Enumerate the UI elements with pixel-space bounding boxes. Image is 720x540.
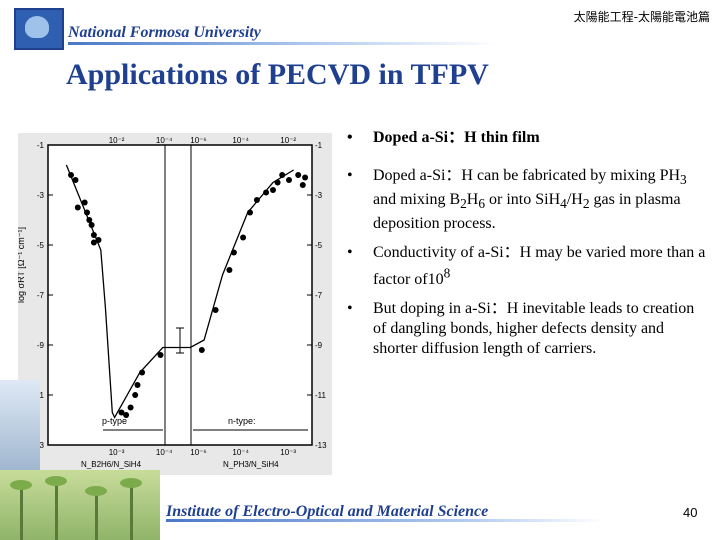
data-point [81, 199, 88, 206]
bottom-tick-label: 10⁻⁶ [190, 448, 206, 457]
y-tick-label-right: -9 [315, 341, 323, 350]
course-title: 太陽能工程-太陽能電池篇 [573, 10, 710, 24]
y-axis-label: log σRT [Ω⁻¹ cm⁻¹] [18, 227, 26, 303]
decorative-sidebar-graphic [0, 380, 40, 472]
fit-curve-path [65, 164, 294, 419]
logo-emblem [25, 16, 49, 38]
plot-frame [47, 144, 313, 446]
data-point [127, 404, 134, 411]
bullet-item-heading: • Doped a-Si：H thin film [347, 128, 707, 148]
data-point [247, 209, 253, 216]
data-point [230, 249, 237, 256]
data-point [88, 222, 95, 228]
page-number: 40 [683, 505, 698, 520]
data-point [295, 172, 302, 178]
data-point [253, 197, 260, 203]
data-point [84, 209, 90, 216]
bullet-text: Doped a-Si：H can be fabricated by mixing… [373, 167, 687, 233]
y-tick-label: -9 [37, 341, 45, 350]
bullet-item-fabrication: • Doped a-Si：H can be fabricated by mixin… [347, 166, 707, 234]
x-axis-label-left: N_B2H6/N_SiH4 [81, 460, 142, 469]
data-point [157, 352, 164, 358]
top-tick-labels: 10⁻² 10⁻⁴ 10⁻⁶ 10⁻⁴ 10⁻² [109, 136, 297, 145]
data-point [68, 172, 74, 178]
footer-divider [166, 519, 606, 522]
data-point [212, 307, 219, 313]
data-points [68, 172, 309, 418]
bullet-marker: • [347, 299, 353, 317]
bullet-text: Conductivity of a-Si：H may be varied mor… [373, 244, 706, 288]
top-tick-label: 10⁻⁶ [190, 136, 206, 145]
top-tick-label: 10⁻⁴ [232, 136, 249, 145]
slide-title: Applications of PECVD in TFPV [66, 58, 489, 91]
data-point [274, 179, 281, 186]
bullet-item-defects: • But doping in a-Si：H inevitable leads … [347, 299, 707, 359]
bottom-tick-label: 10⁻⁴ [232, 448, 249, 457]
y-tick-label-right: -3 [315, 191, 323, 200]
data-point [139, 369, 146, 376]
data-point [86, 217, 93, 223]
data-point [90, 239, 97, 246]
y-tick-label-right: -1 [315, 141, 323, 150]
data-point [118, 409, 125, 416]
y-tick-label-right: -5 [315, 241, 323, 250]
x-axis-label-right: N_PH3/N_SiH4 [223, 460, 279, 469]
data-point [72, 177, 79, 183]
bottom-tick-label: 10⁻³ [280, 448, 296, 457]
bullet-marker: • [347, 244, 353, 262]
bullet-item-conductivity: • Conductivity of a-Si：H may be varied mo… [347, 243, 707, 289]
institute-name: Institute of Electro-Optical and Materia… [166, 503, 489, 520]
y-tick-label-right: -7 [315, 291, 323, 300]
top-tick-label: 10⁻⁴ [156, 136, 173, 145]
data-point [90, 232, 97, 238]
bullet-text: Doped a-Si：H thin film [373, 129, 540, 146]
y-tick-label: -3 [37, 191, 45, 200]
top-tick-label: 10⁻² [280, 136, 296, 145]
figure-panel: log σRT [Ω⁻¹ cm⁻¹] -1 -1 -3 -3 -5 -5 -7 -7 -9 -9 -… [16, 133, 332, 475]
bullet-list: • Doped a-Si：H thin film • Doped a-Si：H ca… [347, 128, 707, 368]
data-point [302, 174, 309, 181]
bullet-marker: • [347, 167, 353, 184]
y-tick-label-right: -11 [315, 391, 327, 400]
y-tick-label: -7 [37, 291, 45, 300]
data-point [270, 187, 276, 193]
n-type-label: n-type: [228, 416, 256, 426]
data-point [240, 234, 247, 241]
y-tick-label-right: -13 [315, 441, 327, 450]
data-point [134, 382, 141, 388]
top-tick-label: 10⁻² [109, 136, 125, 145]
header-divider [68, 42, 498, 45]
university-logo [14, 8, 64, 50]
p-type-label: p-type [102, 416, 127, 426]
data-point [299, 182, 306, 188]
y-tick-label: -5 [37, 241, 45, 250]
data-point [286, 177, 292, 183]
data-point [263, 189, 270, 196]
data-point [132, 392, 139, 398]
bullet-marker: • [347, 129, 353, 146]
data-point [198, 347, 205, 353]
data-point [279, 172, 286, 178]
university-name: National Formosa University [68, 24, 261, 41]
data-point [74, 204, 81, 211]
data-point [95, 237, 102, 243]
bottom-tick-label: 10⁻³ [109, 448, 125, 457]
bullet-text: But doping in a-Si：H inevitable leads to… [373, 299, 695, 357]
bottom-tick-labels: 10⁻³ 10⁻⁴ 10⁻⁶ 10⁻⁴ 10⁻³ [109, 448, 297, 457]
data-point [123, 412, 130, 418]
fit-curve [65, 164, 294, 419]
palm-tree-image [0, 470, 160, 540]
data-point [226, 267, 233, 273]
bottom-tick-label: 10⁻⁴ [156, 448, 173, 457]
y-tick-label: -1 [37, 141, 45, 150]
conductivity-plot: log σRT [Ω⁻¹ cm⁻¹] -1 -1 -3 -3 -5 -5 -7 -7 -9 -9 -… [16, 136, 327, 469]
